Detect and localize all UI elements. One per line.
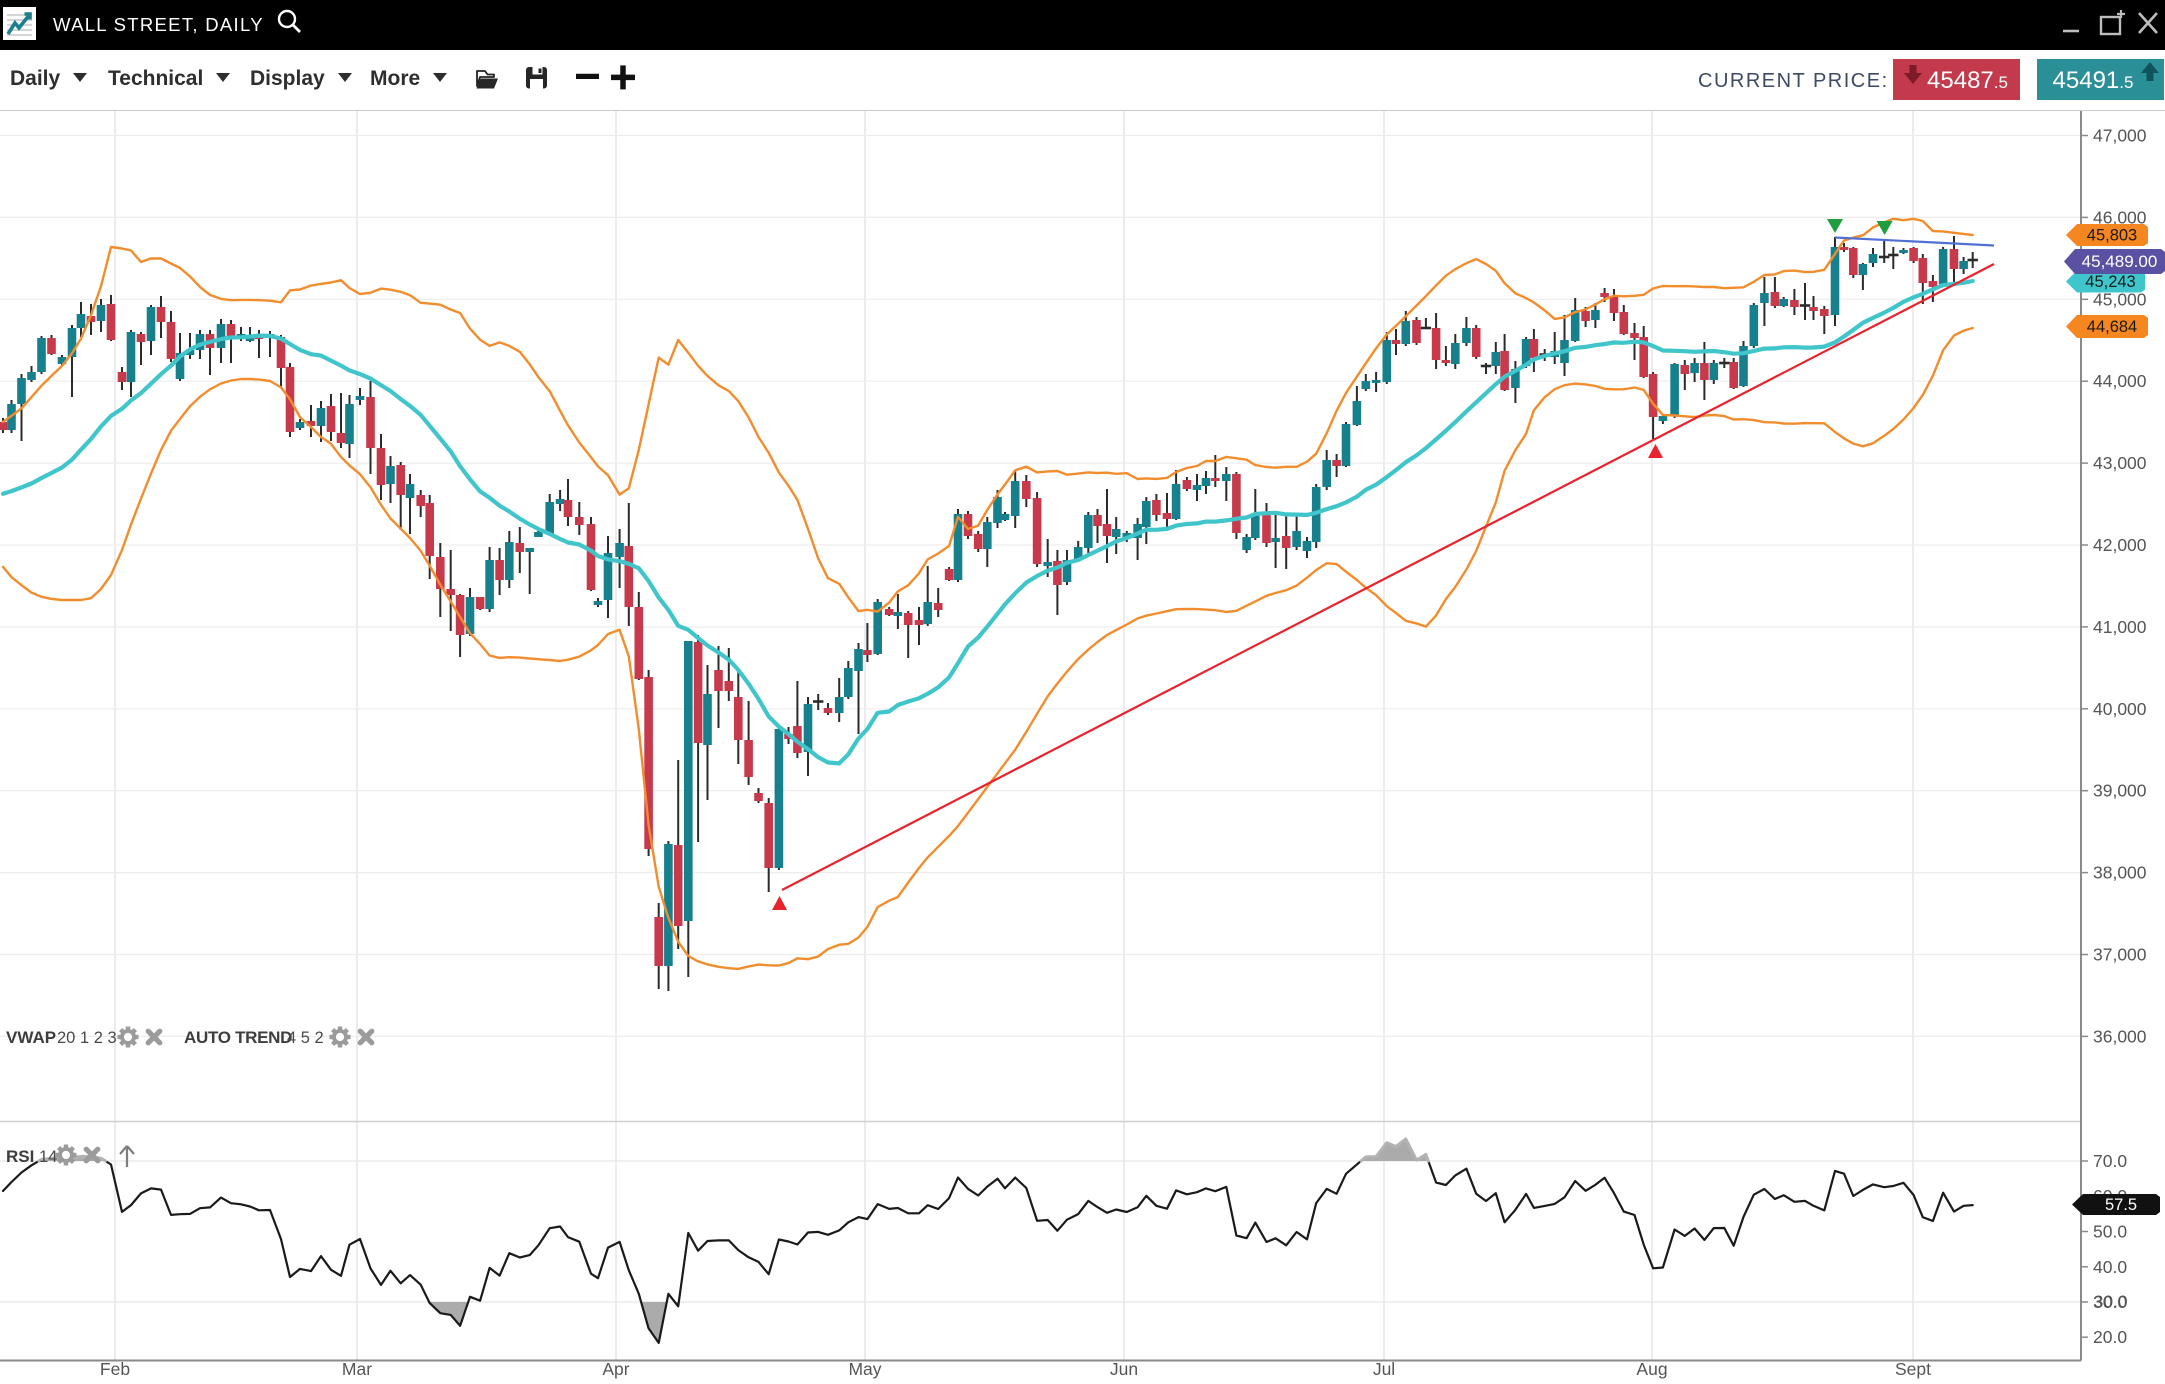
svg-text:Aug: Aug [1636, 1359, 1667, 1379]
svg-text:Mar: Mar [342, 1359, 372, 1379]
svg-text:14: 14 [39, 1148, 57, 1166]
svg-text:RSI: RSI [6, 1147, 34, 1166]
svg-text:42,000: 42,000 [2093, 535, 2147, 555]
svg-text:20 1 2 3: 20 1 2 3 [57, 1029, 117, 1047]
svg-text:37,000: 37,000 [2093, 945, 2147, 965]
svg-text:20.0: 20.0 [2093, 1327, 2127, 1347]
svg-text:40,000: 40,000 [2093, 699, 2147, 719]
svg-text:45,803: 45,803 [2087, 227, 2137, 245]
svg-text:Jul: Jul [1373, 1359, 1395, 1379]
svg-text:30.0: 30.0 [2094, 1291, 2128, 1311]
svg-text:Feb: Feb [100, 1359, 130, 1379]
svg-text:45,243: 45,243 [2085, 273, 2135, 291]
svg-text:36,000: 36,000 [2093, 1026, 2147, 1046]
svg-text:44,684: 44,684 [2087, 318, 2137, 336]
svg-text:May: May [848, 1359, 881, 1379]
svg-text:46,000: 46,000 [2093, 207, 2147, 227]
svg-text:41,000: 41,000 [2093, 617, 2147, 637]
svg-text:38,000: 38,000 [2093, 863, 2147, 883]
svg-text:57.5: 57.5 [2105, 1196, 2137, 1214]
svg-text:47,000: 47,000 [2093, 126, 2147, 146]
svg-text:30.0: 30.0 [2093, 1292, 2127, 1312]
svg-text:39,000: 39,000 [2093, 781, 2147, 801]
svg-text:Apr: Apr [602, 1359, 629, 1379]
svg-text:Sept: Sept [1895, 1359, 1931, 1379]
svg-text:40.0: 40.0 [2093, 1257, 2127, 1277]
svg-text:Jun: Jun [1110, 1359, 1138, 1379]
svg-text:43,000: 43,000 [2093, 453, 2147, 473]
svg-text:4 5 2: 4 5 2 [287, 1029, 324, 1047]
svg-text:45,489.00: 45,489.00 [2082, 252, 2158, 271]
svg-text:50.0: 50.0 [2093, 1222, 2127, 1242]
svg-text:AUTO TREND: AUTO TREND [184, 1028, 292, 1047]
svg-text:45,000: 45,000 [2093, 289, 2147, 309]
svg-text:44,000: 44,000 [2093, 371, 2147, 391]
svg-text:70.0: 70.0 [2093, 1151, 2127, 1171]
svg-text:VWAP: VWAP [6, 1028, 56, 1047]
